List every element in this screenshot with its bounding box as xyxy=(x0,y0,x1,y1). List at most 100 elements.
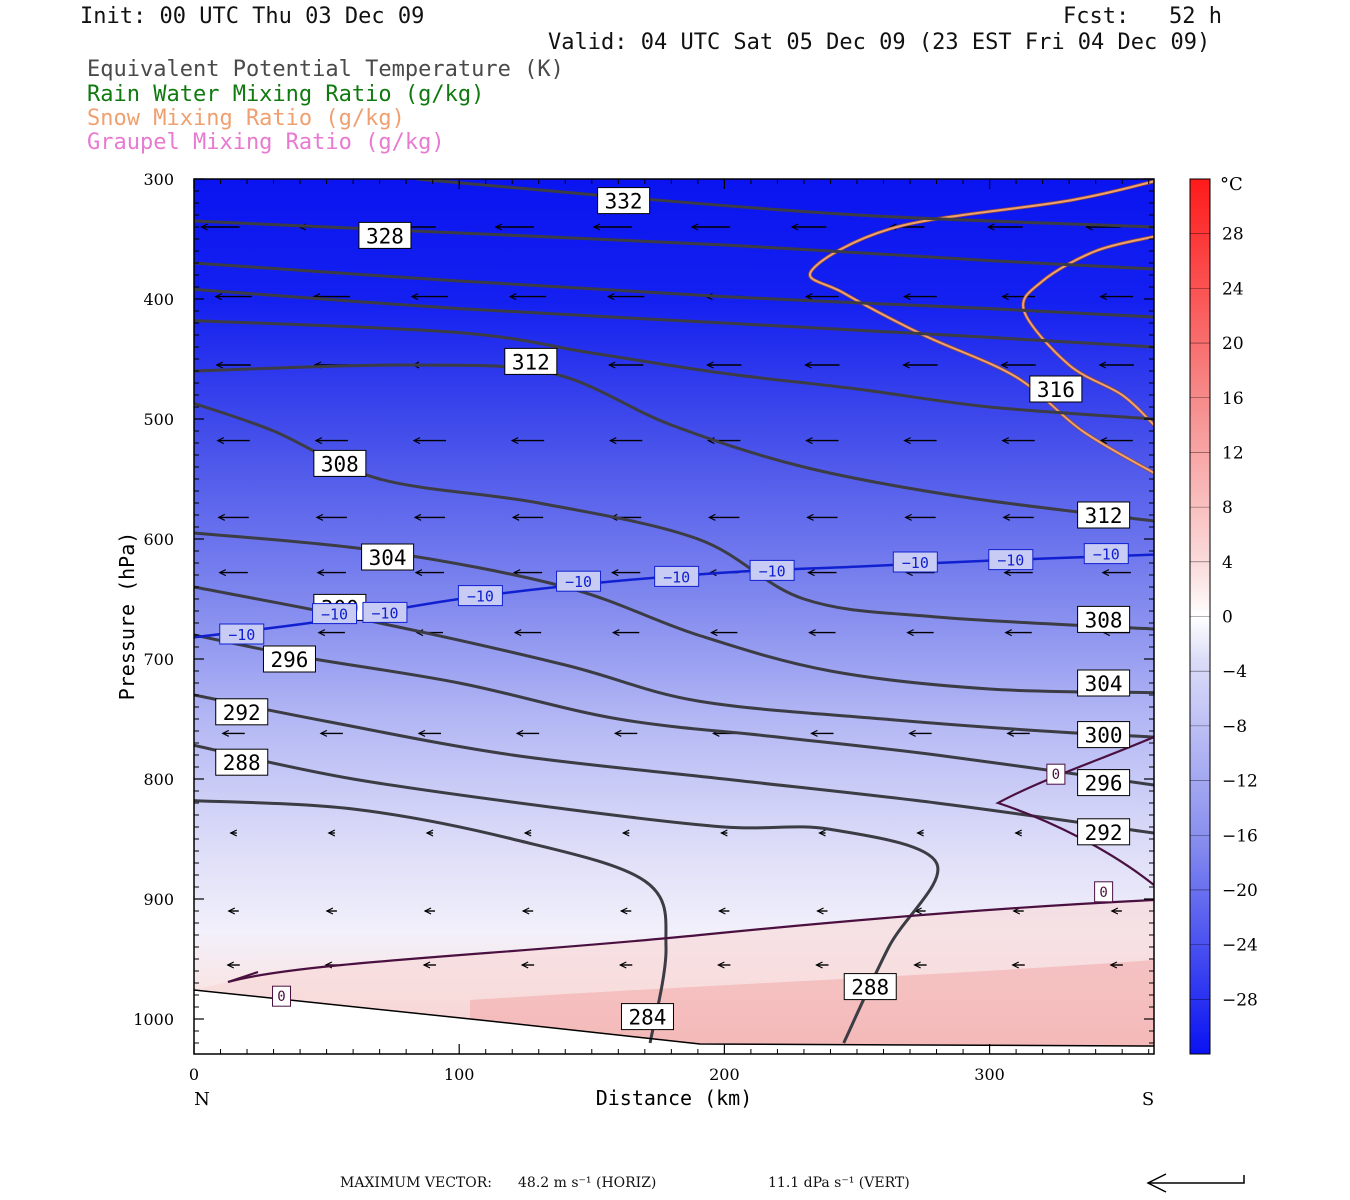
theta-e-contour-284 xyxy=(194,799,668,1044)
wind-arrow xyxy=(718,907,730,915)
legend-graupel: Graupel Mixing Ratio (g/kg) xyxy=(87,130,445,155)
y-tick-label: 800 xyxy=(143,770,174,789)
wind-arrow xyxy=(508,293,547,301)
wind-arrow xyxy=(1006,729,1030,737)
svg-text:0: 0 xyxy=(1052,767,1060,783)
wind-arrow xyxy=(1110,907,1122,915)
wind-arrow xyxy=(916,829,924,837)
svg-text:−10: −10 xyxy=(1093,546,1120,564)
theta-e-label-332: 332 xyxy=(597,187,651,215)
svg-text:304: 304 xyxy=(1085,672,1123,696)
wind-arrow xyxy=(611,629,640,637)
svg-text:296: 296 xyxy=(1085,772,1123,796)
wind-arrow xyxy=(226,961,240,969)
wind-arrow xyxy=(314,437,348,445)
isotherm-minus10-label: −10 xyxy=(312,603,358,625)
theta-e-contour-324 xyxy=(194,261,1154,319)
wind-arrow xyxy=(610,569,641,577)
wind-arrow xyxy=(229,829,238,837)
wind-arrow xyxy=(816,907,828,915)
colorbar-label: 8 xyxy=(1222,498,1233,518)
svg-text:−10: −10 xyxy=(565,573,592,591)
wind-arrow xyxy=(904,513,936,521)
svg-text:−10: −10 xyxy=(902,554,929,572)
svg-text:0: 0 xyxy=(1099,885,1107,901)
theta-e-label-312: 312 xyxy=(504,347,558,375)
svg-text:304: 304 xyxy=(369,546,407,570)
theta-e-contour-328 xyxy=(194,219,1154,271)
svg-text:296: 296 xyxy=(271,648,309,672)
isotherm-minus10-label: −10 xyxy=(1083,543,1129,565)
wind-arrow xyxy=(513,629,542,637)
wind-arrow xyxy=(908,729,932,737)
wind-arrow xyxy=(317,629,345,637)
isotherm-zero-label: 0 xyxy=(272,985,292,1007)
svg-text:288: 288 xyxy=(851,976,889,1000)
svg-text:292: 292 xyxy=(1085,821,1123,845)
theta-e-label-296: 296 xyxy=(1077,769,1131,797)
isotherm-zero-lower xyxy=(227,898,1154,984)
wind-arrow xyxy=(690,223,731,231)
wind-arrow xyxy=(804,293,839,301)
colorbar-label: 0 xyxy=(1222,608,1233,628)
max-vector-vert: 11.1 dPa s⁻¹ (VERT) xyxy=(768,1175,910,1191)
svg-text:−10: −10 xyxy=(663,568,690,586)
x-tick-label: 100 xyxy=(444,1065,475,1084)
wind-arrow xyxy=(221,729,245,737)
legend-rain-water: Rain Water Mixing Ratio (g/kg) xyxy=(87,82,485,107)
contour-labels: 3323283163123123083083043043003002962962… xyxy=(215,187,1131,1031)
svg-text:312: 312 xyxy=(512,350,550,374)
svg-text:308: 308 xyxy=(1085,608,1123,632)
wind-arrow xyxy=(1004,629,1032,637)
wind-arrow xyxy=(417,729,442,737)
wind-arrow xyxy=(717,961,731,969)
theta-e-label-308: 308 xyxy=(313,449,367,477)
wind-arrow xyxy=(592,223,633,231)
wind-arrow xyxy=(1099,293,1134,301)
colorbar-label: 12 xyxy=(1222,443,1244,463)
wind-arrow xyxy=(511,513,544,521)
wind-arrow xyxy=(902,361,938,369)
isotherm-zero-tip xyxy=(227,970,259,984)
isotherm-zero-label: 0 xyxy=(1094,881,1114,903)
svg-text:−10: −10 xyxy=(321,606,348,624)
svg-text:300: 300 xyxy=(1085,724,1123,748)
isotherm-minus10-label: −10 xyxy=(749,559,795,581)
wind-arrow xyxy=(319,729,343,737)
wind-arrow xyxy=(903,437,937,445)
theta-e-contour-320 xyxy=(194,287,1154,349)
colorbar-label: 16 xyxy=(1222,389,1244,409)
wind-arrow xyxy=(327,829,336,837)
y-tick-label: 1000 xyxy=(133,1010,174,1029)
colorbar: 28 24 20 16 12 8 4 0 −4 −8 −12 −16 −20 −24 −28 °C xyxy=(1189,174,1258,1055)
theta-e-contour-312 xyxy=(194,363,1154,523)
colorbar-label: 4 xyxy=(1222,553,1233,573)
wind-arrow xyxy=(412,437,447,445)
wind-arrow xyxy=(1101,569,1131,577)
warm-layer-core xyxy=(470,960,1154,1054)
y-tick-label: 700 xyxy=(143,650,174,669)
svg-text:0: 0 xyxy=(277,989,285,1005)
wind-arrow xyxy=(815,961,829,969)
colorbar-label: −28 xyxy=(1222,990,1258,1010)
colorbar-label: −16 xyxy=(1222,826,1258,846)
wind-arrow xyxy=(325,907,337,915)
wind-arrow xyxy=(1001,293,1035,301)
colorbar-unit: °C xyxy=(1220,174,1243,195)
wind-arrow xyxy=(316,569,346,577)
y-tick-label: 500 xyxy=(143,410,174,429)
wind-arrow xyxy=(606,293,645,301)
y-tick-label: 600 xyxy=(143,530,174,549)
legend-theta-e: Equivalent Potential Temperature (K) xyxy=(87,57,564,82)
theta-e-label-284: 284 xyxy=(620,1003,674,1031)
isotherm-minus10-label: −10 xyxy=(457,585,503,607)
wind-arrow xyxy=(414,569,445,577)
theta-e-label-288: 288 xyxy=(215,748,269,776)
wind-arrow xyxy=(613,729,638,737)
isotherm-minus10-label: −10 xyxy=(892,551,938,573)
x-tick-label: 0 xyxy=(189,1065,199,1084)
svg-text:−10: −10 xyxy=(467,588,494,606)
axes: 300 400 500 600 700 800 900 1000 0 100 200 300 Dista… xyxy=(115,170,1154,1110)
wind-arrow xyxy=(227,907,239,915)
